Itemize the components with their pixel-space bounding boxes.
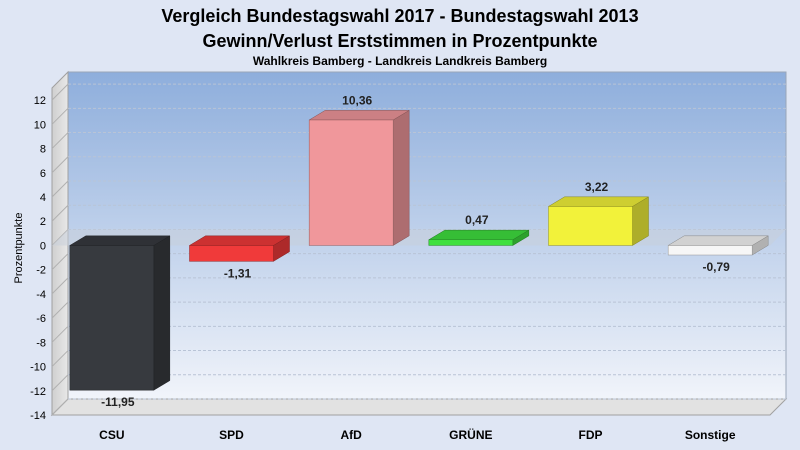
x-tick-label: CSU xyxy=(99,428,124,442)
bar-afd xyxy=(308,109,411,246)
bar-front xyxy=(189,245,274,262)
y-tick-label: -12 xyxy=(30,386,46,398)
bar-top xyxy=(308,110,411,121)
data-label: 0,47 xyxy=(465,213,489,227)
grid-line-side xyxy=(51,350,69,367)
x-tick-label: FDP xyxy=(579,428,603,442)
y-tick-label: -6 xyxy=(36,313,46,325)
category-labels: CSU SPD AfD GRÜNE FDP Sonstige xyxy=(99,427,736,442)
x-tick-label: SPD xyxy=(219,428,244,442)
grid-line-side xyxy=(51,132,69,149)
y-tick-label: 4 xyxy=(40,192,46,204)
chart-subtitle: Gewinn/Verlust Erststimmen in Prozentpun… xyxy=(202,31,597,51)
y-tick-label: 6 xyxy=(40,168,46,180)
grid-line-side xyxy=(51,325,69,343)
chart-title: Vergleich Bundestagswahl 2017 - Bundesta… xyxy=(161,6,638,26)
bar-top xyxy=(68,235,171,246)
grid-line-side xyxy=(51,180,69,198)
y-tick-label: 2 xyxy=(40,216,46,228)
bar-top xyxy=(547,196,650,207)
data-label: 3,22 xyxy=(585,180,609,194)
bar-fdp xyxy=(547,196,650,246)
y-tick-label: -8 xyxy=(36,337,46,349)
chart-region: Wahlkreis Bamberg - Landkreis Landkreis … xyxy=(253,54,547,68)
bar-front xyxy=(548,206,633,246)
x-tick-label: Sonstige xyxy=(685,428,736,442)
bar-front xyxy=(428,239,514,246)
bars xyxy=(68,109,770,391)
bar-csu xyxy=(68,235,171,391)
data-labels: -11,95 -1,31 10,36 0,47 3,22 -0,79 xyxy=(101,93,730,409)
grid-line-side xyxy=(51,204,69,222)
bar-side xyxy=(392,109,410,246)
data-label: -11,95 xyxy=(101,395,135,409)
x-tick-label: GRÜNE xyxy=(449,427,492,442)
bar-front xyxy=(667,245,753,256)
grid-line-side xyxy=(51,374,69,392)
grid-line-side xyxy=(51,398,69,416)
bar-top xyxy=(188,235,291,246)
data-label: -0,79 xyxy=(702,260,730,274)
y-tick-label: -10 xyxy=(30,362,46,374)
bar-front xyxy=(69,245,155,391)
bar-spd xyxy=(188,235,291,262)
y-tick-label: 10 xyxy=(34,119,46,131)
y-axis-ticks: 12 10 8 6 4 2 0 -2 -4 -6 -8 -10 -12 -14 xyxy=(30,95,46,422)
grid-line-side xyxy=(51,156,69,174)
bar-front xyxy=(308,119,394,246)
bar-grüne xyxy=(427,229,530,246)
y-tick-label: 0 xyxy=(40,240,46,252)
bar-top xyxy=(667,235,770,246)
bar-top xyxy=(427,229,530,241)
bar-sonstige xyxy=(667,235,770,256)
grid-line-side xyxy=(51,301,69,319)
data-label: 10,36 xyxy=(342,93,372,107)
y-tick-label: 8 xyxy=(40,144,46,156)
x-tick-label: AfD xyxy=(341,428,363,442)
data-label: -1,31 xyxy=(224,266,252,280)
y-tick-label: -14 xyxy=(30,410,46,422)
grid-line-side xyxy=(51,107,69,125)
y-axis-label: Prozentpunkte xyxy=(13,213,25,284)
y-tick-label: -4 xyxy=(36,289,46,301)
bar-side xyxy=(153,235,171,391)
y-tick-label: -2 xyxy=(36,265,46,277)
y-tick-label: 12 xyxy=(34,95,46,107)
plot-floor xyxy=(50,398,788,416)
grid-line-side xyxy=(51,253,69,271)
grid-line-side xyxy=(51,277,69,295)
grid-line-side xyxy=(51,83,69,101)
